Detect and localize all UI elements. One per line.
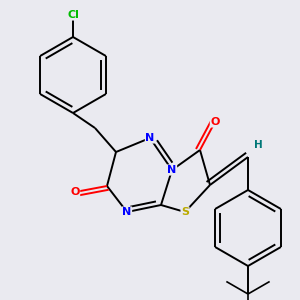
Text: S: S bbox=[181, 207, 189, 217]
Text: N: N bbox=[167, 165, 177, 175]
Text: H: H bbox=[254, 140, 262, 150]
Text: O: O bbox=[70, 187, 80, 197]
Text: O: O bbox=[210, 117, 220, 127]
Text: N: N bbox=[122, 207, 132, 217]
Text: N: N bbox=[146, 133, 154, 143]
Text: Cl: Cl bbox=[67, 10, 79, 20]
